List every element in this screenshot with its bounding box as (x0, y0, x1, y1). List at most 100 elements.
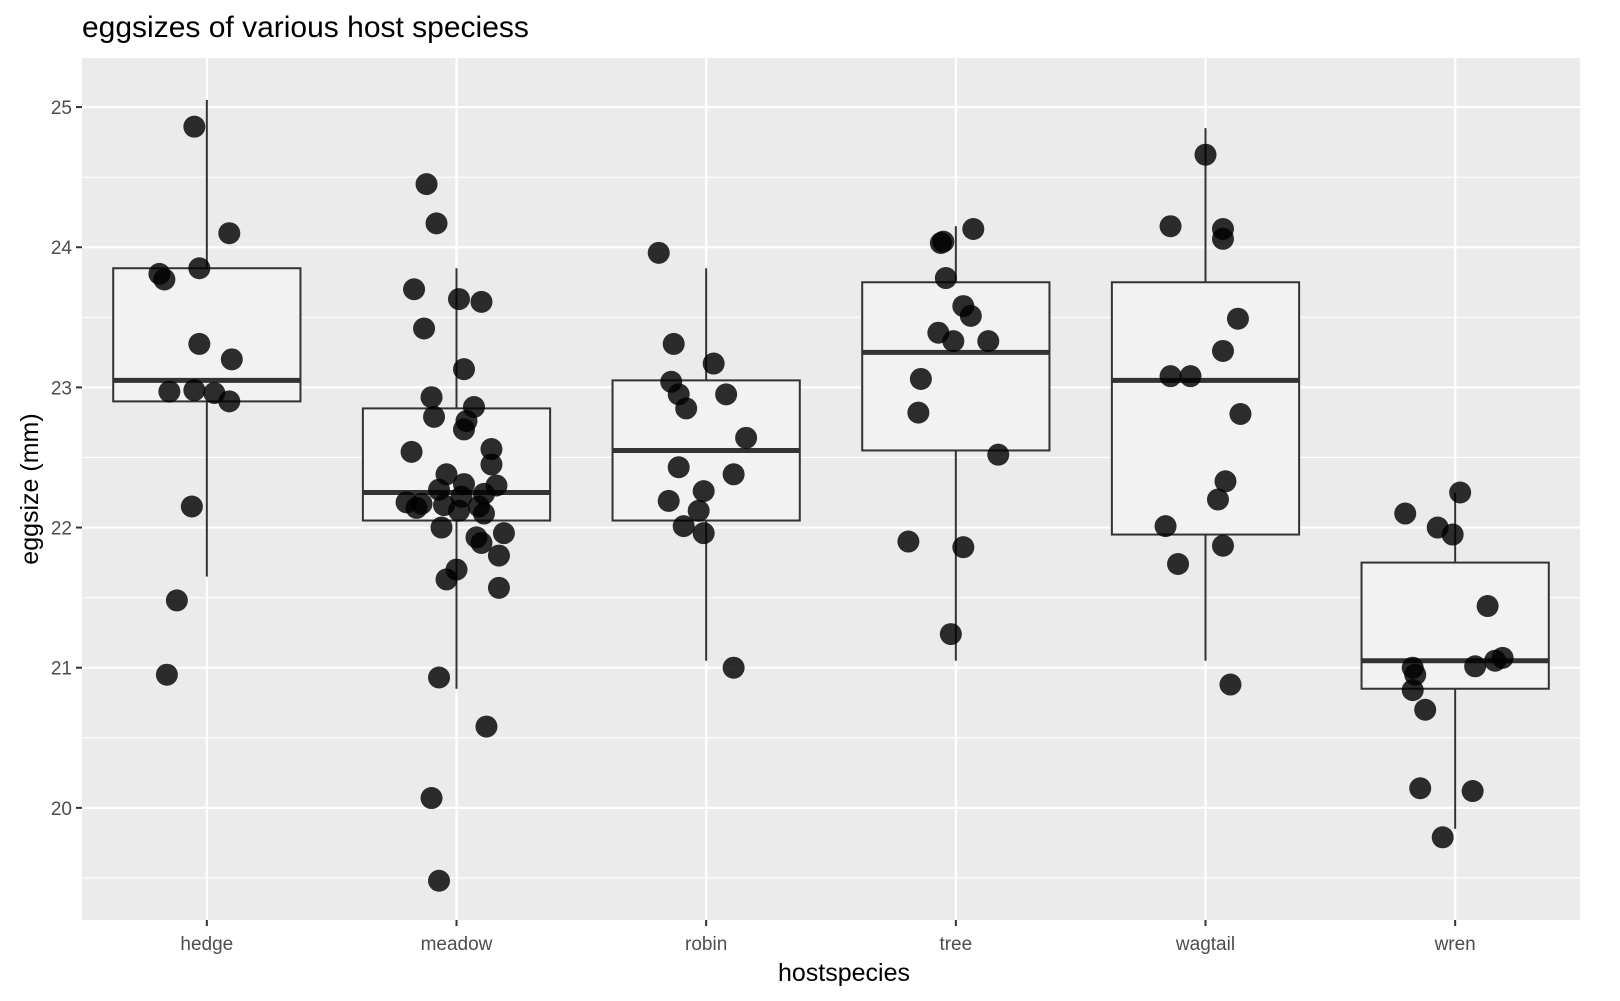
data-point-wren (1464, 655, 1487, 678)
data-point-tree (959, 304, 982, 327)
y-tick-label: 23 (51, 378, 72, 399)
data-point-wagtail (1159, 365, 1182, 388)
y-tick-label: 20 (51, 799, 72, 820)
data-point-hedge (188, 332, 211, 355)
data-point-wren (1409, 777, 1432, 800)
data-point-robin (662, 332, 685, 355)
data-point-robin (715, 383, 738, 406)
data-point-wagtail (1211, 227, 1234, 250)
data-point-hedge (183, 115, 206, 138)
data-point-meadow (472, 502, 495, 525)
data-point-meadow (403, 278, 426, 301)
data-point-robin (675, 397, 698, 420)
data-point-hedge (218, 222, 241, 245)
box-hedge (112, 100, 302, 577)
data-point-tree (952, 536, 975, 559)
data-point-robin (657, 489, 680, 512)
data-point-meadow (480, 438, 503, 461)
data-point-wagtail (1206, 488, 1229, 511)
data-point-hedge (220, 348, 243, 371)
data-point-meadow (447, 499, 470, 522)
data-point-meadow (420, 386, 443, 409)
data-point-meadow (447, 288, 470, 311)
data-point-tree (929, 232, 952, 255)
data-point-hedge (155, 663, 178, 686)
data-point-meadow (400, 440, 423, 463)
x-tick-label: meadow (421, 934, 493, 955)
data-point-tree (909, 367, 932, 390)
data-point-wren (1414, 698, 1437, 721)
data-point-tree (907, 401, 930, 424)
x-tick-label: hedge (180, 934, 233, 955)
data-point-wagtail (1159, 215, 1182, 238)
data-point-tree (942, 330, 965, 353)
data-point-hedge (180, 495, 203, 518)
data-point-tree (897, 530, 920, 553)
x-axis-title: hostspecies (778, 959, 910, 987)
data-point-tree (962, 217, 985, 240)
data-point-meadow (415, 173, 438, 196)
data-point-robin (667, 456, 690, 479)
y-tick-label: 24 (51, 238, 73, 259)
data-point-wagtail (1214, 470, 1237, 493)
data-point-wagtail (1219, 673, 1242, 696)
data-point-wagtail (1226, 307, 1249, 330)
data-point-wagtail (1229, 403, 1252, 426)
data-point-robin (692, 480, 715, 503)
data-point-robin (647, 241, 670, 264)
data-point-hedge (218, 390, 241, 413)
data-point-robin (687, 499, 710, 522)
chart-title: eggsizes of various host speciess (82, 11, 529, 44)
data-point-wren (1461, 780, 1484, 803)
data-point-robin (722, 463, 745, 486)
plot-panel (82, 58, 1580, 920)
data-point-meadow (475, 715, 498, 738)
data-point-robin (702, 352, 725, 375)
data-point-meadow (487, 576, 510, 599)
data-point-meadow (413, 317, 436, 340)
data-point-wren (1394, 502, 1417, 525)
x-tick-label: wren (1434, 934, 1476, 955)
x-axis: hedge meadow robin tree wagtail wren (180, 920, 1476, 955)
data-point-meadow (420, 787, 443, 810)
data-point-meadow (423, 405, 446, 428)
y-tick-label: 22 (51, 519, 72, 540)
data-point-robin (672, 515, 695, 538)
data-point-meadow (425, 212, 448, 235)
data-point-meadow (487, 544, 510, 567)
data-point-tree (987, 443, 1010, 466)
data-point-hedge (188, 257, 211, 280)
data-point-hedge (158, 380, 181, 403)
data-point-tree (939, 623, 962, 646)
box-iqr (1110, 281, 1301, 536)
data-point-meadow (428, 869, 451, 892)
data-point-wren (1449, 481, 1472, 504)
x-tick-label: robin (685, 934, 727, 955)
data-point-robin (722, 656, 745, 679)
data-point-meadow (470, 531, 493, 554)
data-point-tree (934, 267, 957, 290)
data-point-wren (1484, 649, 1507, 672)
data-point-robin (735, 426, 758, 449)
box-wagtail (1110, 128, 1301, 661)
points-layer (148, 115, 1514, 892)
data-point-meadow (430, 516, 453, 539)
y-axis-title: eggsize (mm) (16, 413, 44, 564)
data-point-tree (977, 330, 1000, 353)
x-tick-label: wagtail (1175, 934, 1235, 955)
x-tick-label: tree (939, 934, 972, 955)
data-point-meadow (492, 522, 515, 545)
data-point-wagtail (1154, 515, 1177, 538)
data-point-wagtail (1167, 552, 1190, 575)
data-point-meadow (428, 666, 451, 689)
data-point-meadow (452, 358, 475, 381)
data-point-meadow (435, 568, 458, 591)
data-point-meadow (405, 496, 428, 519)
data-point-wagtail (1179, 365, 1202, 388)
y-tick-label: 25 (51, 98, 72, 119)
data-point-hedge (183, 379, 206, 402)
data-point-wagtail (1211, 534, 1234, 557)
data-point-hedge (165, 589, 188, 612)
data-point-wagtail (1211, 339, 1234, 362)
